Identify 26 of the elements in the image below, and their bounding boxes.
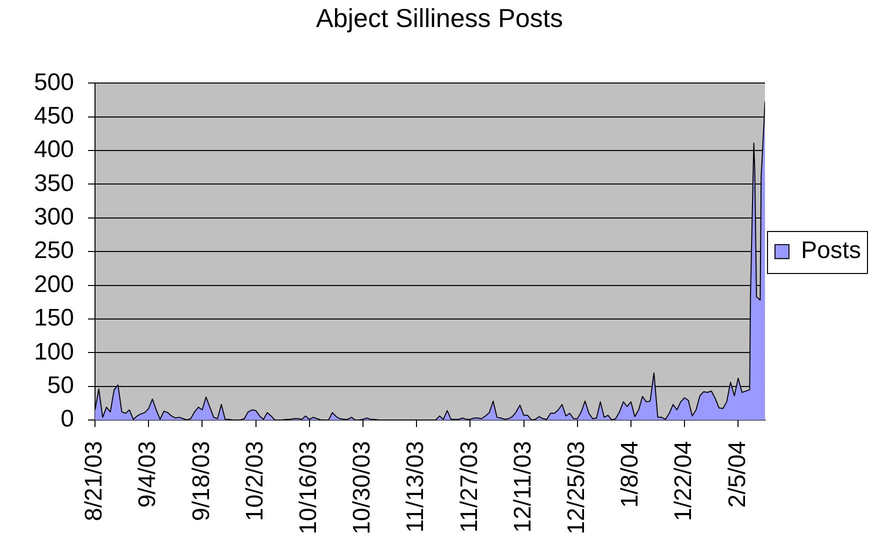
y-tick-label: 250: [34, 237, 74, 264]
x-tick-label: 8/21/03: [80, 441, 108, 522]
x-tick-label: 2/5/04: [724, 441, 751, 508]
y-tick-label: 500: [34, 68, 74, 96]
x-tick-label: 12/25/03: [563, 441, 590, 534]
chart-title: Abject Silliness Posts: [316, 2, 564, 33]
y-tick-label: 100: [34, 338, 74, 366]
y-tick-label: 300: [34, 204, 74, 231]
legend-label: Posts: [800, 237, 862, 264]
y-tick-label: 0: [60, 406, 74, 433]
x-tick-label: 9/18/03: [188, 441, 215, 522]
x-tick-label: 11/13/03: [402, 441, 430, 533]
y-tick-label: 200: [34, 270, 74, 298]
x-tick-label: 1/22/04: [670, 441, 698, 522]
x-tick-label: 10/30/03: [348, 441, 376, 534]
y-tick-label: 50: [47, 372, 74, 399]
x-tick-label: 12/11/03: [509, 441, 536, 533]
x-tick-label: 1/8/04: [616, 441, 644, 508]
y-tick-label: 150: [34, 304, 74, 332]
x-tick-label: 9/4/03: [134, 441, 162, 508]
y-tick-label: 350: [34, 170, 74, 197]
x-tick-label: 11/27/03: [456, 441, 483, 533]
y-tick-label: 450: [34, 102, 74, 130]
y-tick-label: 400: [34, 136, 74, 164]
x-tick-label: 10/2/03: [241, 441, 268, 522]
x-tick-label: 10/16/03: [295, 441, 322, 534]
